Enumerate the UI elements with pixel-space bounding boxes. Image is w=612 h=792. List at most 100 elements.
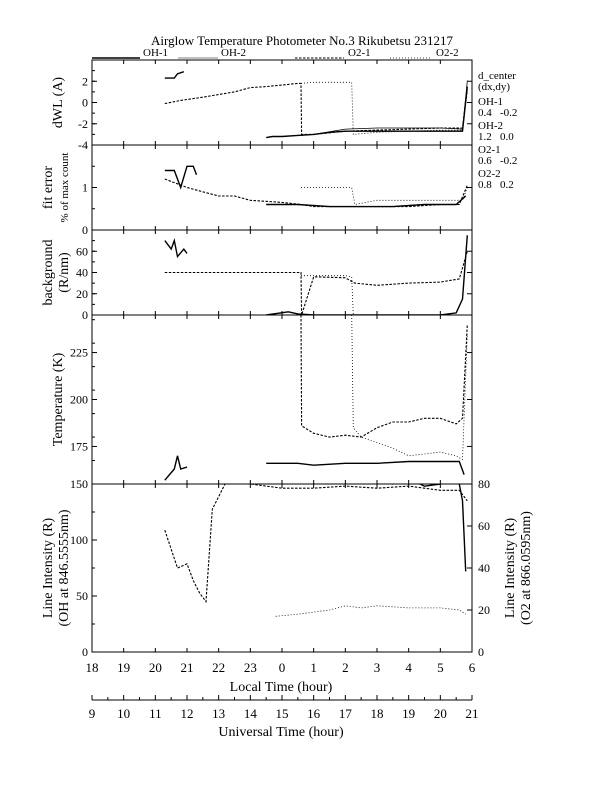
legend-label-o22: O2-2	[436, 47, 459, 59]
series-line-temp-o2-2-0	[351, 315, 468, 461]
series-line-dwl-oh-1-0	[164, 71, 185, 79]
panel-frame-fit	[91, 144, 473, 231]
y-label-int: Line Intensity (R)	[41, 518, 56, 619]
series-line-dwl-o2-1-0	[164, 82, 468, 135]
y-tick-label-bg: 40	[76, 266, 88, 280]
legend-label-oh2: OH-2	[221, 47, 246, 59]
series-line-fit-o2-1-0	[164, 178, 468, 208]
series-line-temp-o2-1-0	[300, 315, 468, 438]
x-tick-label-ut: 18	[371, 706, 384, 721]
x-tick-label-ut: 21	[466, 706, 479, 721]
series-line-bg-oh-1-1	[266, 235, 468, 315]
side-note-subtitle: (dx,dy)	[478, 81, 510, 93]
x-tick-label-local: 6	[469, 660, 476, 675]
y2-tick-label-int: 0	[478, 645, 484, 659]
legend-label-o21: O2-1	[348, 47, 371, 59]
side-note-oh2-name: OH-2	[478, 120, 503, 132]
x-axes: 18 19 20 21 22 23 0 1 2 3 4 5 69 10 11 12 13 14 15 16 17 18 19…	[86, 660, 479, 721]
legend-label-oh1: OH-1	[143, 47, 168, 59]
y-tick-label-dwl: -4	[78, 138, 88, 152]
side-note-oh1-value: 0.4 -0.2	[478, 107, 517, 119]
series-line-fit-o2-2-0	[301, 187, 468, 205]
x-tick-label-local: 1	[310, 660, 317, 675]
series-line-bg-oh-1-0	[164, 238, 188, 259]
x-tick-label-local: 5	[437, 660, 444, 675]
y-tick-label-temp: 225	[70, 346, 88, 360]
series-line-bg-o2-1-0	[164, 251, 468, 315]
y-label2-bg: (R/nm)	[57, 252, 72, 293]
y-tick-label-dwl: 2	[82, 74, 88, 88]
panel-frame-dwl	[91, 59, 473, 146]
y-label2-fit: % of max count	[59, 153, 71, 223]
side-note: d_center (dx,dy) OH-1 0.4 -0.2 OH-2 1.2 …	[478, 70, 517, 191]
x-tick-label-ut: 12	[181, 706, 194, 721]
side-note-o21-name: O2-1	[478, 144, 501, 156]
series-line-temp-oh-1-0	[164, 455, 188, 481]
plot-panels: -4 -2 0 2 dWL (A) 0 1 fit error% of max count 0 2…	[41, 59, 534, 659]
side-note-title: d_center	[478, 70, 516, 82]
x-tick-label-ut: 15	[276, 706, 289, 721]
x-tick-label-ut: 9	[89, 706, 96, 721]
side-note-o22-value: 0.8 0.2	[478, 179, 514, 191]
x-tick-label-ut: 17	[339, 706, 353, 721]
panel-temp: 175 200 225 Temperature (K)	[51, 314, 473, 485]
y-tick-label-temp: 200	[70, 393, 88, 407]
y-tick-label-bg: 60	[76, 244, 88, 258]
panel-dwl: -4 -2 0 2 dWL (A)	[51, 59, 473, 152]
panel-frame-int	[91, 483, 473, 653]
legend: OH-1 OH-2 O2-1 O2-2	[92, 47, 459, 59]
side-note-oh2-value: 1.2 0.0	[478, 131, 514, 143]
panel-frame-temp	[91, 314, 473, 485]
series-line-temp-oh-1-1	[266, 460, 465, 475]
side-note-o22-name: O2-2	[478, 168, 501, 180]
y-tick-label-dwl: 0	[82, 96, 88, 110]
y-label-bg: background	[41, 239, 56, 305]
series-line-int-oh-1-0	[390, 484, 467, 572]
y-tick-label-int: 0	[82, 645, 88, 659]
x-tick-label-local: 3	[374, 660, 381, 675]
x-tick-label-ut: 16	[307, 706, 321, 721]
x-axis-label-local: Local Time (hour)	[230, 680, 333, 695]
x-tick-label-ut: 14	[244, 706, 258, 721]
x-tick-label-local: 18	[86, 660, 99, 675]
x-tick-label-ut: 11	[149, 706, 162, 721]
x-tick-label-ut: 20	[434, 706, 447, 721]
y-label2-int: (OH at 846.5555nm)	[57, 509, 72, 626]
x-tick-label-local: 2	[342, 660, 349, 675]
y2-label-int: Line Intensity (R)	[503, 518, 518, 619]
x-tick-label-local: 4	[405, 660, 412, 675]
x-tick-label-local: 23	[244, 660, 257, 675]
series-line-fit-oh-1-0	[164, 165, 198, 190]
y2-tick-label-int: 80	[478, 477, 490, 491]
x-tick-label-local: 21	[181, 660, 194, 675]
y2-tick-label-int: 20	[478, 603, 490, 617]
series-line-dwl-oh-2-0	[300, 81, 468, 136]
chart-title: Airglow Temperature Photometer No.3 Riku…	[151, 33, 453, 48]
y-tick-label-int: 100	[70, 533, 88, 547]
series-line-int-o2-2-0	[275, 605, 466, 617]
x-tick-label-local: 20	[149, 660, 162, 675]
y2-label2-int: (O2 at 866.0595nm)	[519, 511, 534, 625]
y-tick-label-int: 50	[76, 589, 88, 603]
x-tick-label-local: 22	[212, 660, 225, 675]
y-tick-label-int: 150	[70, 477, 88, 491]
x-tick-label-local: 19	[117, 660, 130, 675]
series-line-bg-o2-2-0	[301, 275, 354, 315]
y-tick-label-temp: 175	[70, 439, 88, 453]
panel-bg: 0 20 40 60 background (R/nm)	[41, 229, 473, 322]
side-note-oh1-name: OH-1	[478, 96, 503, 108]
y-label-fit: fit error	[41, 166, 56, 209]
y-label-dwl: dWL (A)	[51, 77, 66, 129]
y-label-temp: Temperature (K)	[51, 352, 66, 446]
y-tick-label-fit: 0	[82, 223, 88, 237]
y2-tick-label-int: 40	[478, 561, 490, 575]
panel-fit: 0 1 fit error% of max count	[41, 144, 473, 237]
x-axis-label-ut: Universal Time (hour)	[218, 725, 344, 740]
y-tick-label-bg: 0	[82, 308, 88, 322]
x-tick-label-ut: 19	[402, 706, 415, 721]
series-line-fit-oh-1-1	[266, 195, 467, 208]
y-tick-label-fit: 1	[82, 181, 88, 195]
series-line-dwl-o2-2-0	[300, 80, 468, 135]
